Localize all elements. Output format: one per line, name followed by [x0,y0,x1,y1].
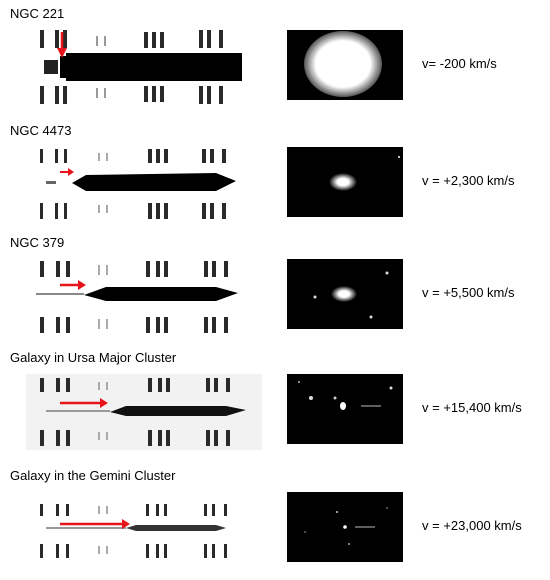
spectrum-image [26,372,262,452]
radial-velocity: v= -200 km/s [422,56,497,71]
red-arrow-right-icon [60,280,86,290]
galaxy-name: Galaxy in the Gemini Cluster [10,468,175,483]
spectrum-image [26,145,262,225]
red-arrow-right-icon [60,398,108,408]
radial-velocity: v = +15,400 km/s [422,400,522,415]
galaxy-name: NGC 4473 [10,123,71,138]
radial-velocity: v = +5,500 km/s [422,285,515,300]
red-arrow-down-icon [57,32,67,58]
galaxy-name: NGC 379 [10,235,64,250]
red-arrow-right-icon [60,519,130,529]
galaxy-photo [287,374,403,444]
galaxy-row-ngc-221: NGC 221 v= -200 km/s [0,6,550,118]
spectrum-image [26,490,262,570]
galaxy-row-ngc-379: NGC 379 v = +5,500 km/s [0,235,550,347]
red-arrow-right-icon [60,168,74,176]
galaxy-photo [287,147,403,217]
galaxy-row-ngc-4473: NGC 4473 v = +2,300 km/s [0,123,550,235]
galaxy-photo [287,30,403,100]
galaxy-name: Galaxy in Ursa Major Cluster [10,350,176,365]
spectrum-image [26,257,262,337]
galaxy-name: NGC 221 [10,6,64,21]
galaxy-photo [287,259,403,329]
radial-velocity: v = +23,000 km/s [422,518,522,533]
galaxy-row-ursa-major: Galaxy in Ursa Major Cluster v = +15, [0,350,550,462]
galaxy-row-gemini: Galaxy in the Gemini Cluster v = +23,000… [0,468,550,580]
radial-velocity: v = +2,300 km/s [422,173,515,188]
galaxy-photo [287,492,403,562]
